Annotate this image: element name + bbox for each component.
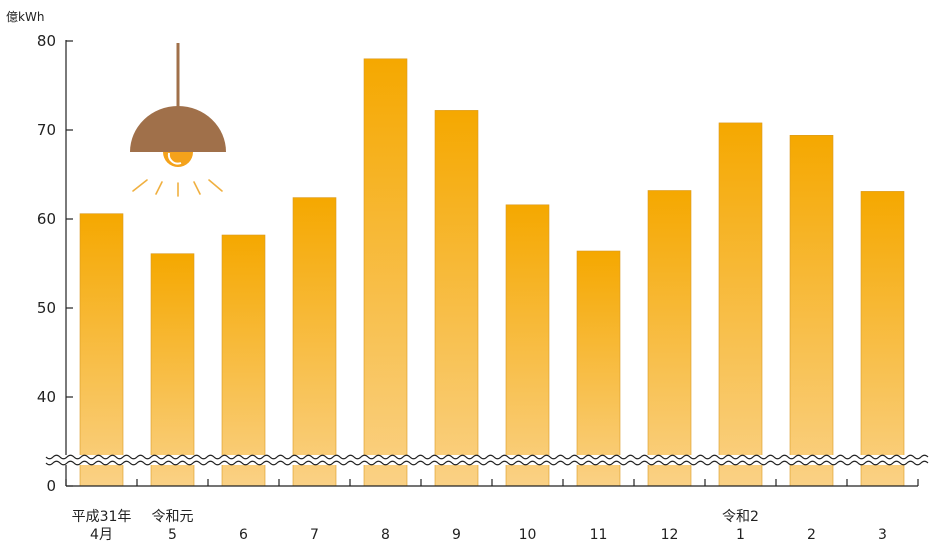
- x-tick-label: 4月: [90, 527, 113, 543]
- y-tick-label: 60: [37, 210, 56, 228]
- x-tick-label: 9: [452, 527, 461, 543]
- bar-5: [363, 58, 408, 487]
- axis-break-marker: [45, 454, 932, 466]
- y-tick-label: 50: [37, 299, 56, 317]
- bar-4: [292, 197, 337, 487]
- y-tick-label: 80: [37, 32, 56, 50]
- bar-7: [505, 204, 550, 487]
- x-category-prefix: 平成31年: [72, 509, 132, 525]
- pendant-lamp-icon: [130, 43, 226, 197]
- y-tick-label: 0: [46, 477, 56, 495]
- x-tick-label: 11: [590, 527, 608, 543]
- x-tick-label: 6: [239, 527, 248, 543]
- bar-1: [79, 213, 124, 487]
- x-tick-label: 10: [519, 527, 537, 543]
- x-tick-label: 3: [878, 527, 887, 543]
- axes-group: [65, 40, 919, 487]
- x-tick-label: 8: [381, 527, 390, 543]
- y-tick-labels: 0 40 50 60 70 80: [37, 32, 56, 495]
- x-category-prefix: 令和元: [152, 509, 194, 525]
- bar-8: [576, 250, 621, 487]
- bar-9: [647, 190, 692, 487]
- y-tick-label: 40: [37, 388, 56, 406]
- bar-2: [150, 253, 195, 487]
- x-category-prefix: 令和2: [722, 509, 759, 525]
- bars-group: [79, 58, 905, 487]
- x-tick-label: 7: [310, 527, 319, 543]
- x-tick-label: 2: [807, 527, 816, 543]
- bar-12: [860, 191, 905, 487]
- x-tick-label: 1: [736, 527, 745, 543]
- bar-3: [221, 234, 266, 487]
- bar-11: [789, 135, 834, 487]
- bar-6: [434, 110, 479, 487]
- bar-10: [718, 122, 763, 487]
- y-axis-unit-label: 億kWh: [6, 10, 44, 24]
- x-tick-label: 12: [661, 527, 679, 543]
- x-tick-label: 5: [168, 527, 177, 543]
- y-tick-label: 70: [37, 121, 56, 139]
